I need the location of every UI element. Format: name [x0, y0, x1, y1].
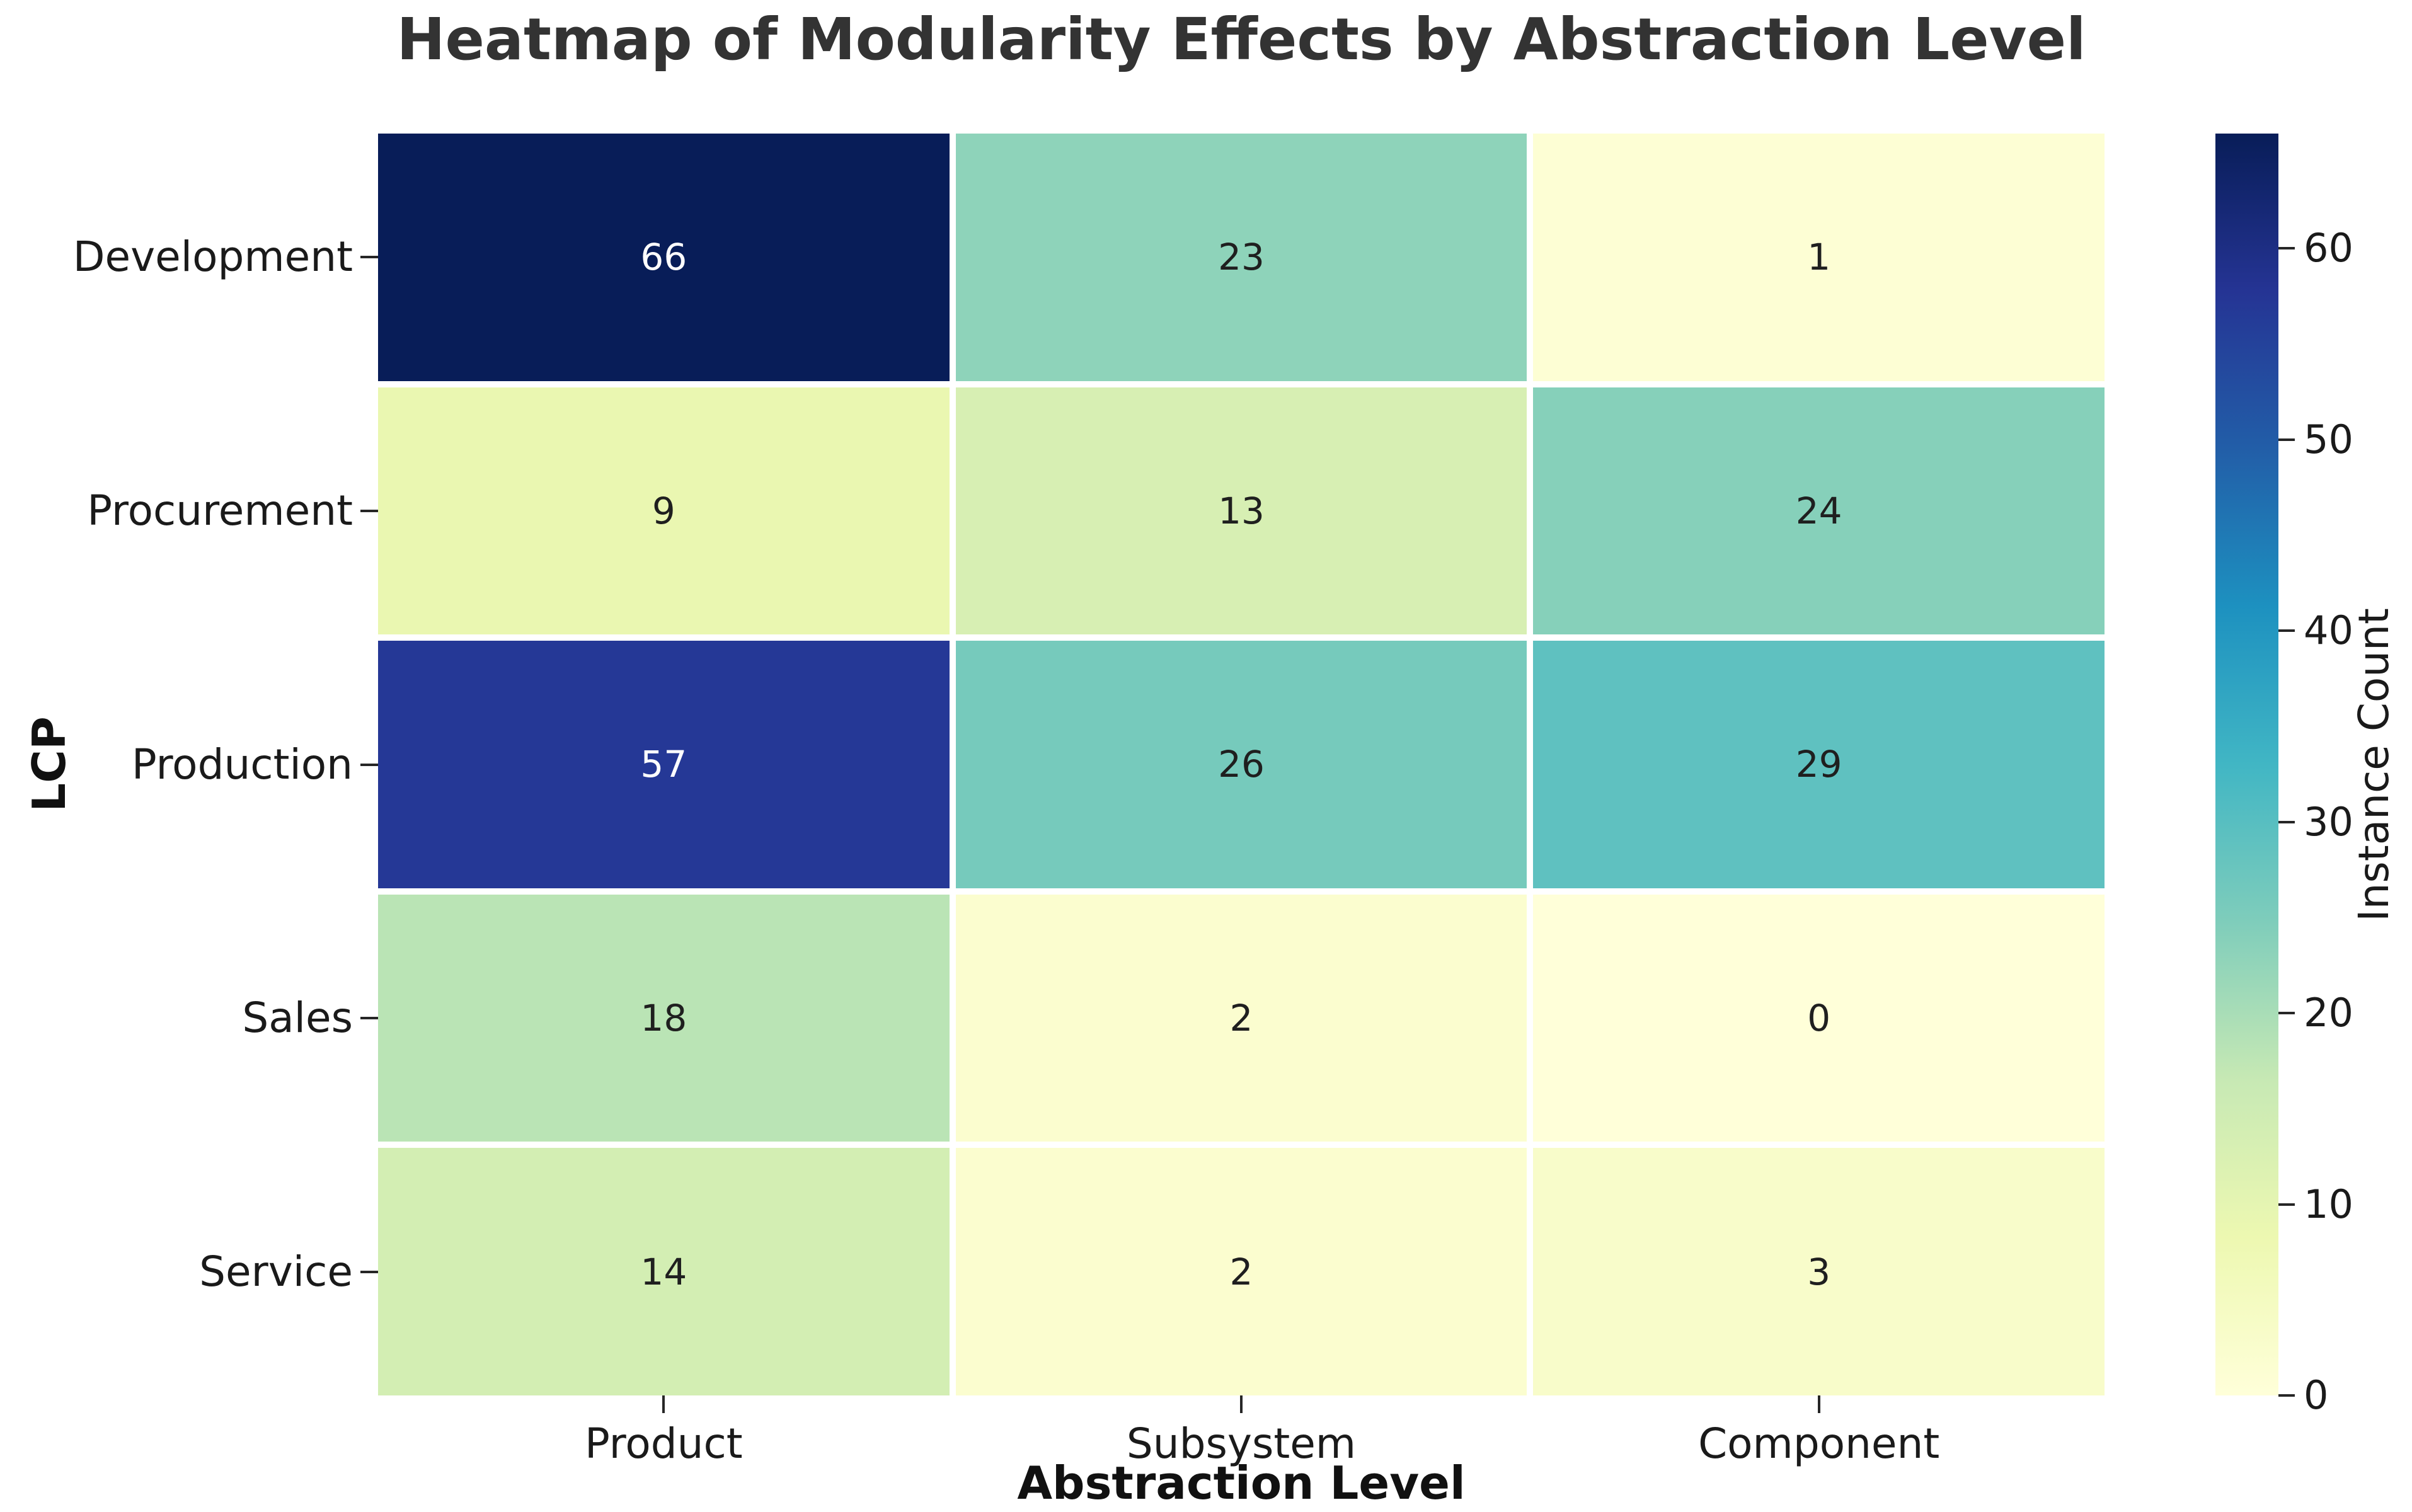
x-tick-mark: [1817, 1395, 1820, 1413]
heatmap-cell: 1: [1533, 134, 2105, 381]
colorbar-tick-label: 0: [2304, 1372, 2329, 1418]
heatmap-cell: 0: [1533, 894, 2105, 1142]
colorbar-tick-mark: [2278, 438, 2295, 441]
y-tick-label: Production: [131, 740, 353, 789]
cell-value: 23: [1218, 236, 1265, 279]
x-tick-label: Subsystem: [1126, 1419, 1357, 1468]
colorbar: [2215, 134, 2278, 1395]
cell-value: 24: [1795, 489, 1842, 532]
heatmap-cell: 23: [955, 134, 1527, 381]
heatmap-cell: 26: [955, 641, 1527, 888]
cell-value: 29: [1795, 743, 1842, 786]
y-tick-label: Development: [72, 232, 353, 282]
chart-title: Heatmap of Modularity Effects by Abstrac…: [396, 6, 2086, 73]
colorbar-tick-mark: [2278, 1203, 2295, 1206]
heatmap-cell: 9: [378, 387, 950, 635]
colorbar-tick-mark: [2278, 247, 2295, 250]
x-tick-label: Component: [1698, 1419, 1940, 1468]
cell-value: 2: [1229, 1250, 1253, 1293]
cell-value: 3: [1807, 1250, 1831, 1293]
cell-value: 9: [652, 489, 675, 532]
heatmap-cell: 18: [378, 894, 950, 1142]
y-tick-mark: [360, 1017, 378, 1020]
x-axis-title: Abstraction Level: [1017, 1457, 1466, 1509]
y-tick-label: Procurement: [87, 486, 353, 535]
heatmap-cell: 57: [378, 641, 950, 888]
heatmap-cell: 2: [955, 1148, 1527, 1395]
colorbar-tick-mark: [2278, 629, 2295, 633]
heatmap-cell: 29: [1533, 641, 2105, 888]
cell-value: 2: [1229, 997, 1253, 1040]
y-tick-label: Service: [199, 1247, 353, 1296]
cell-value: 0: [1807, 997, 1831, 1040]
colorbar-tick-label: 30: [2304, 798, 2353, 845]
cell-value: 18: [640, 997, 687, 1040]
colorbar-tick-label: 50: [2304, 416, 2353, 462]
heatmap-cell: 13: [955, 387, 1527, 635]
colorbar-tick-mark: [2278, 1394, 2295, 1397]
y-tick-mark: [360, 1270, 378, 1273]
y-tick-label: Sales: [242, 994, 353, 1043]
cell-value: 1: [1807, 236, 1831, 279]
x-tick-label: Product: [585, 1419, 743, 1468]
heatmap-cell: 14: [378, 1148, 950, 1395]
colorbar-tick-label: 60: [2304, 225, 2353, 272]
colorbar-tick-mark: [2278, 820, 2295, 823]
colorbar-label: Instance Count: [2350, 608, 2398, 922]
colorbar-tick-label: 40: [2304, 607, 2353, 654]
colorbar-gradient: [2215, 134, 2278, 1395]
colorbar-tick-label: 10: [2304, 1181, 2353, 1227]
heatmap-cell: 3: [1533, 1148, 2105, 1395]
x-tick-mark: [1240, 1395, 1243, 1413]
heatmap-cell: 66: [378, 134, 950, 381]
colorbar-tick-label: 20: [2304, 990, 2353, 1036]
colorbar-tick-mark: [2278, 1012, 2295, 1015]
cell-value: 57: [640, 743, 687, 786]
y-tick-mark: [360, 256, 378, 259]
y-tick-mark: [360, 509, 378, 512]
y-tick-mark: [360, 763, 378, 766]
heatmap-cell: 24: [1533, 387, 2105, 635]
cell-value: 13: [1218, 489, 1265, 532]
cell-value: 66: [640, 236, 687, 279]
heatmap-grid: 66 23 1 9 13 24 57 26 29 18 2 0 14 2 3: [378, 134, 2105, 1395]
cell-value: 26: [1218, 743, 1265, 786]
x-tick-mark: [662, 1395, 665, 1413]
heatmap-cell: 2: [955, 894, 1527, 1142]
cell-value: 14: [640, 1250, 687, 1293]
